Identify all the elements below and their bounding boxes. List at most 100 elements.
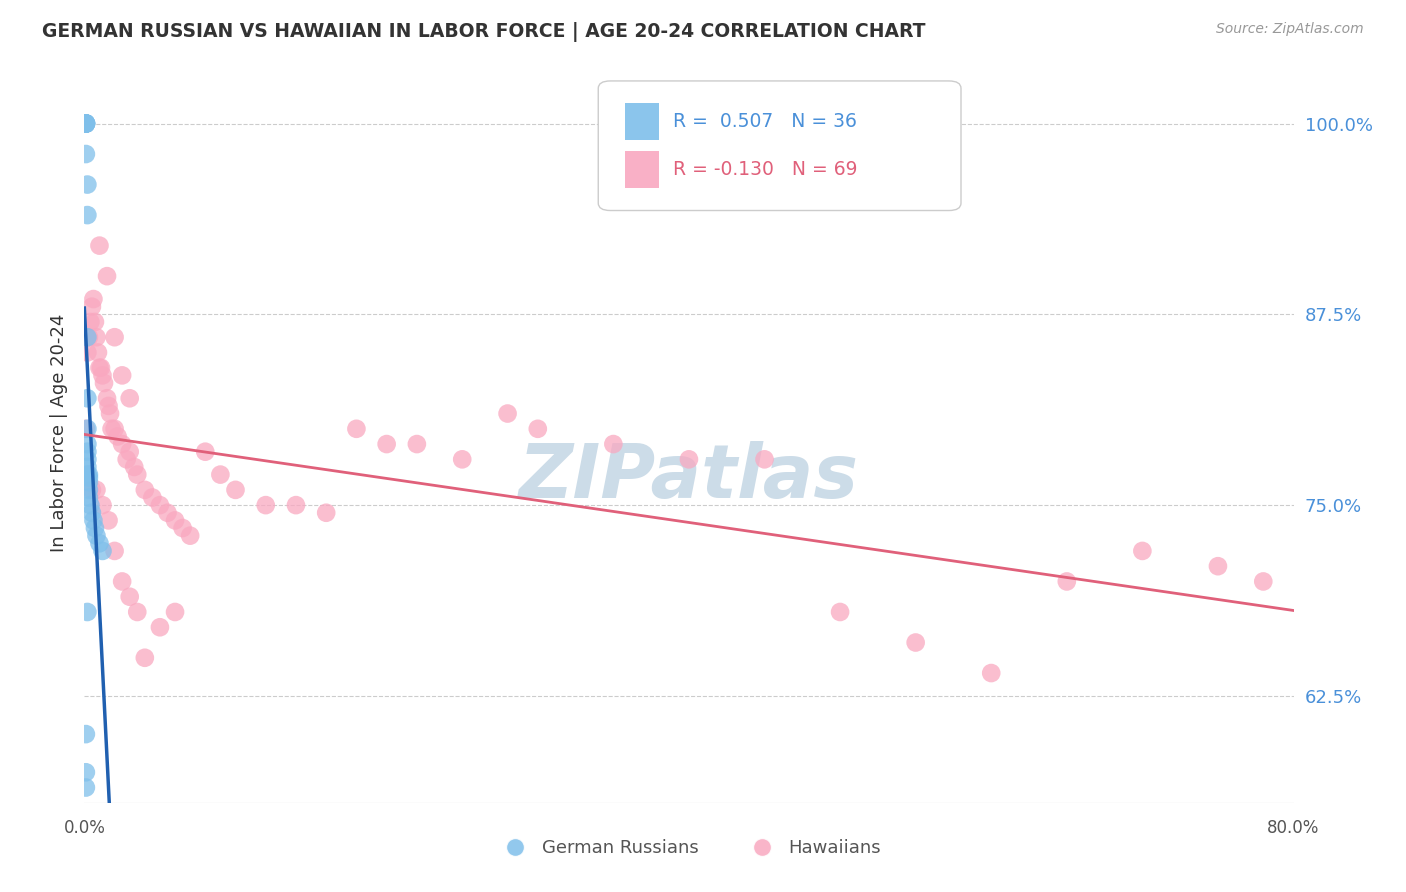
Point <box>1130 544 1153 558</box>
Point <box>77 470 100 484</box>
Point <box>84 521 107 535</box>
Point <box>75 116 97 130</box>
Point <box>118 590 141 604</box>
Point <box>104 330 127 344</box>
Point <box>315 506 337 520</box>
Point <box>87 345 110 359</box>
Point <box>165 605 187 619</box>
Point <box>104 422 127 436</box>
Point <box>406 437 429 451</box>
FancyBboxPatch shape <box>599 81 962 211</box>
Point <box>1056 574 1078 589</box>
Point <box>89 360 111 375</box>
Point <box>1253 574 1275 589</box>
Point <box>104 544 127 558</box>
Point <box>76 460 98 475</box>
Text: GERMAN RUSSIAN VS HAWAIIAN IN LABOR FORCE | AGE 20-24 CORRELATION CHART: GERMAN RUSSIAN VS HAWAIIAN IN LABOR FORC… <box>42 22 925 42</box>
Point <box>165 513 187 527</box>
Point <box>89 536 111 550</box>
Point <box>904 635 927 649</box>
Point <box>79 498 101 512</box>
Point <box>1206 559 1229 574</box>
Point <box>156 506 179 520</box>
Point <box>80 506 103 520</box>
Point <box>134 650 156 665</box>
Point <box>82 513 104 527</box>
Point <box>76 391 98 405</box>
Point <box>75 116 97 130</box>
Point <box>100 422 122 436</box>
Point <box>141 491 163 505</box>
Point <box>96 269 118 284</box>
Point <box>76 605 98 619</box>
Point <box>149 620 172 634</box>
Point <box>77 483 100 497</box>
Point <box>86 330 108 344</box>
Point <box>127 467 149 482</box>
Point <box>111 574 134 589</box>
Point <box>76 452 98 467</box>
Point <box>225 483 247 497</box>
Point <box>84 315 107 329</box>
Point <box>79 315 101 329</box>
Point <box>80 300 103 314</box>
Point <box>77 491 100 505</box>
Bar <box>624 152 659 188</box>
Point <box>75 116 97 130</box>
Point <box>285 498 308 512</box>
Point <box>76 208 98 222</box>
Point <box>194 444 217 458</box>
Point <box>75 727 97 741</box>
Point <box>134 483 156 497</box>
Point <box>76 345 98 359</box>
Point <box>76 467 98 482</box>
Point <box>98 407 121 421</box>
Point <box>89 238 111 252</box>
Point <box>91 368 114 383</box>
Point <box>93 376 115 390</box>
Point <box>118 444 141 458</box>
Point <box>75 780 97 795</box>
Point <box>86 483 108 497</box>
Point <box>115 452 138 467</box>
Bar <box>624 103 659 140</box>
Point <box>149 498 172 512</box>
Point <box>75 422 97 436</box>
Point <box>111 368 134 383</box>
Point <box>451 452 474 467</box>
Point <box>75 765 97 780</box>
Point <box>754 452 776 467</box>
Point <box>97 399 120 413</box>
Point <box>76 437 98 451</box>
Point <box>76 422 98 436</box>
Point <box>76 444 98 458</box>
Point <box>602 437 624 451</box>
Text: R = -0.130   N = 69: R = -0.130 N = 69 <box>673 161 858 179</box>
Point <box>76 330 98 344</box>
Point <box>91 544 114 558</box>
Point <box>527 422 550 436</box>
Legend: German Russians, Hawaiians: German Russians, Hawaiians <box>489 831 889 864</box>
Point <box>77 467 100 482</box>
Point <box>179 529 201 543</box>
Point <box>678 452 700 467</box>
Point <box>375 437 398 451</box>
Point <box>127 605 149 619</box>
Point <box>75 116 97 130</box>
Point <box>75 116 97 130</box>
Point <box>254 498 277 512</box>
Text: R =  0.507   N = 36: R = 0.507 N = 36 <box>673 112 858 131</box>
Point <box>209 467 232 482</box>
Point <box>830 605 852 619</box>
Point <box>118 391 141 405</box>
Point <box>96 391 118 405</box>
Point <box>82 292 104 306</box>
Point <box>86 529 108 543</box>
Point <box>75 147 97 161</box>
Point <box>346 422 368 436</box>
Point <box>107 429 129 443</box>
Point <box>75 116 97 130</box>
Point <box>97 513 120 527</box>
Y-axis label: In Labor Force | Age 20-24: In Labor Force | Age 20-24 <box>49 313 67 552</box>
Point <box>496 407 519 421</box>
